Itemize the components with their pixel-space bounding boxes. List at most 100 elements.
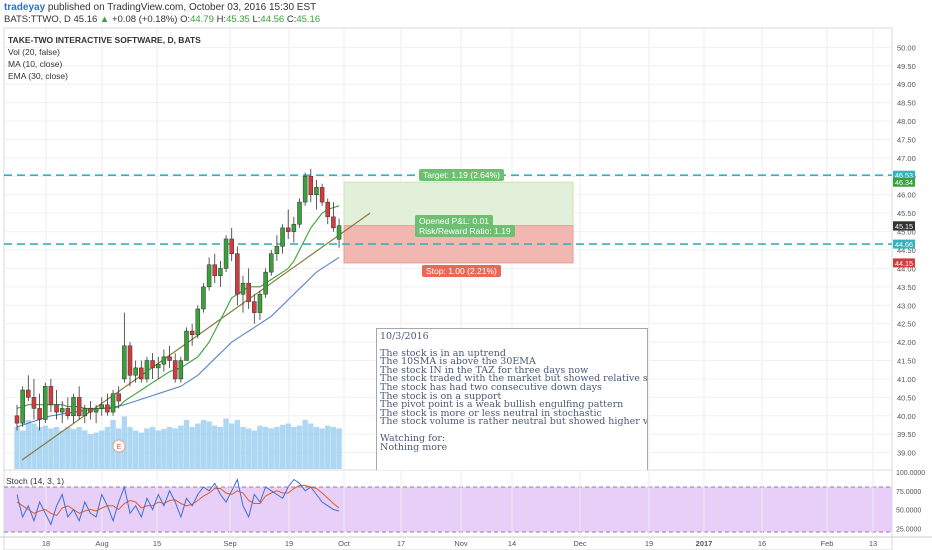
volume-bar xyxy=(14,427,20,469)
y-tick-label: 50.00 xyxy=(897,43,916,52)
volume-bar xyxy=(308,423,314,469)
price-axis-tag xyxy=(893,258,915,268)
volume-bar xyxy=(212,425,218,469)
price-axis-tag xyxy=(893,221,915,231)
y-tick-label: 48.00 xyxy=(897,117,916,126)
volume-bar xyxy=(245,428,252,469)
candle-body xyxy=(291,223,297,232)
legend-vol[interactable]: Vol (20, false) xyxy=(8,47,60,57)
price-axis-tag-text: 45.15 xyxy=(895,222,913,231)
high-value: 45.35 xyxy=(226,14,250,25)
candle-body xyxy=(314,187,319,195)
volume-bar xyxy=(183,420,190,469)
price-axis-tag-text: 46.34 xyxy=(895,178,913,187)
price-axis-tag xyxy=(893,177,915,187)
volume-bar xyxy=(274,427,280,469)
note-date: 10/3/2016 xyxy=(380,331,429,342)
publisher-name[interactable]: tradeyay xyxy=(4,2,46,13)
stop-label: Stop: 1.00 (2.21%) xyxy=(422,264,501,277)
volume-bar xyxy=(161,429,167,469)
candle-body xyxy=(43,386,48,420)
x-tick-label: Sep xyxy=(223,539,236,548)
volume-bar xyxy=(42,425,48,469)
x-tick-label: Dec xyxy=(573,539,587,548)
stoch-legend[interactable]: Stoch (14, 3, 1) xyxy=(6,476,65,486)
candle-body xyxy=(274,246,280,254)
earnings-marker-icon xyxy=(112,439,126,453)
volume-bar xyxy=(76,427,82,469)
earnings-marker-icon: E xyxy=(117,444,122,451)
candle-body xyxy=(325,201,330,218)
candle-body xyxy=(161,356,167,365)
note-watching-item: Nothing more xyxy=(380,441,448,453)
note-line: The pivot point is a weak bullish engulf… xyxy=(380,399,624,411)
volume-bar xyxy=(268,428,274,469)
note-line: The stock is in an uptrend xyxy=(380,347,506,359)
volume-bar xyxy=(325,425,331,469)
y-tick-label: 45.00 xyxy=(897,228,916,237)
stoch-band xyxy=(4,487,892,532)
candle-body xyxy=(206,264,212,288)
volume-bar xyxy=(319,428,325,469)
candle-body xyxy=(139,367,144,380)
opened-pnl-label: Opened P&L: 0.01 xyxy=(415,214,493,227)
candle-body xyxy=(336,225,342,240)
note-line: The stock has had two consecutive down d… xyxy=(380,381,602,393)
candle-body xyxy=(172,360,178,380)
volume-bar xyxy=(104,427,111,469)
legend-ma[interactable]: MA (10, close) xyxy=(8,59,63,69)
candle-body xyxy=(280,227,285,247)
stochastic-pane[interactable]: 25.0000 50.0000 75.0000 100.0000 18 Aug 15 Sep 1… xyxy=(0,470,932,550)
y-tick-label: 48.50 xyxy=(897,99,916,108)
x-tick-label: Aug xyxy=(95,539,108,548)
volume-bar xyxy=(234,420,241,469)
candle-body xyxy=(331,216,336,229)
volume-bar xyxy=(229,423,235,469)
y-tick-label: 41.50 xyxy=(897,357,916,366)
x-tick-label: 14 xyxy=(508,539,516,548)
candle-body xyxy=(308,176,314,195)
candle-body xyxy=(48,386,54,405)
up-arrow-icon: ▲ xyxy=(99,14,110,25)
candle-body xyxy=(99,404,104,409)
x-tick-label: 16 xyxy=(758,539,766,548)
legend-ema[interactable]: EMA (30, close) xyxy=(8,71,68,81)
x-tick-label: 19 xyxy=(285,539,293,548)
close-value: 45.16 xyxy=(296,14,321,25)
volume-bar xyxy=(302,420,308,469)
volume-bar xyxy=(31,423,37,469)
candle-body xyxy=(110,393,116,413)
target-label: Target: 1.19 (2.64%) xyxy=(419,169,505,182)
y-tick-label: 43.00 xyxy=(897,301,916,310)
volume-bar xyxy=(82,430,88,469)
low-label: L: xyxy=(252,14,261,25)
stoch-tick-label: 100.0000 xyxy=(896,470,925,477)
note-line: The stock is more or less neutral in sto… xyxy=(380,407,602,419)
candle-body xyxy=(240,282,246,295)
volume-bar xyxy=(240,427,246,469)
volume-bar xyxy=(200,420,207,469)
volume-bar xyxy=(166,427,173,469)
candle-body xyxy=(252,301,257,313)
candle-body xyxy=(14,415,20,424)
price-axis-tag-text: 44.15 xyxy=(895,259,913,268)
volume-bar xyxy=(59,430,65,469)
price-axis-tag-text: 44.66 xyxy=(895,240,913,249)
note-line: The stock is on a support xyxy=(380,390,502,402)
candle-body xyxy=(76,397,82,417)
volume-bar xyxy=(127,427,133,469)
candle-body xyxy=(235,253,240,295)
price-axis-tag-text: 46.53 xyxy=(895,171,913,180)
price-axis-tag xyxy=(893,239,915,249)
trendline xyxy=(21,212,371,461)
candle-body xyxy=(178,360,184,380)
y-tick-label: 40.00 xyxy=(897,412,916,421)
volume-bar xyxy=(251,430,257,469)
y-tick-label: 49.00 xyxy=(897,80,916,89)
trade-note[interactable]: 10/3/2016 The stock is in an uptrend The… xyxy=(376,328,648,472)
publisher-line: tradeyay published on TradingView.com, O… xyxy=(4,2,316,13)
stoch-tick-label: 25.0000 xyxy=(896,526,921,533)
stoch-k-line xyxy=(16,478,340,526)
volume-bar xyxy=(330,427,337,469)
candle-body xyxy=(122,345,127,380)
